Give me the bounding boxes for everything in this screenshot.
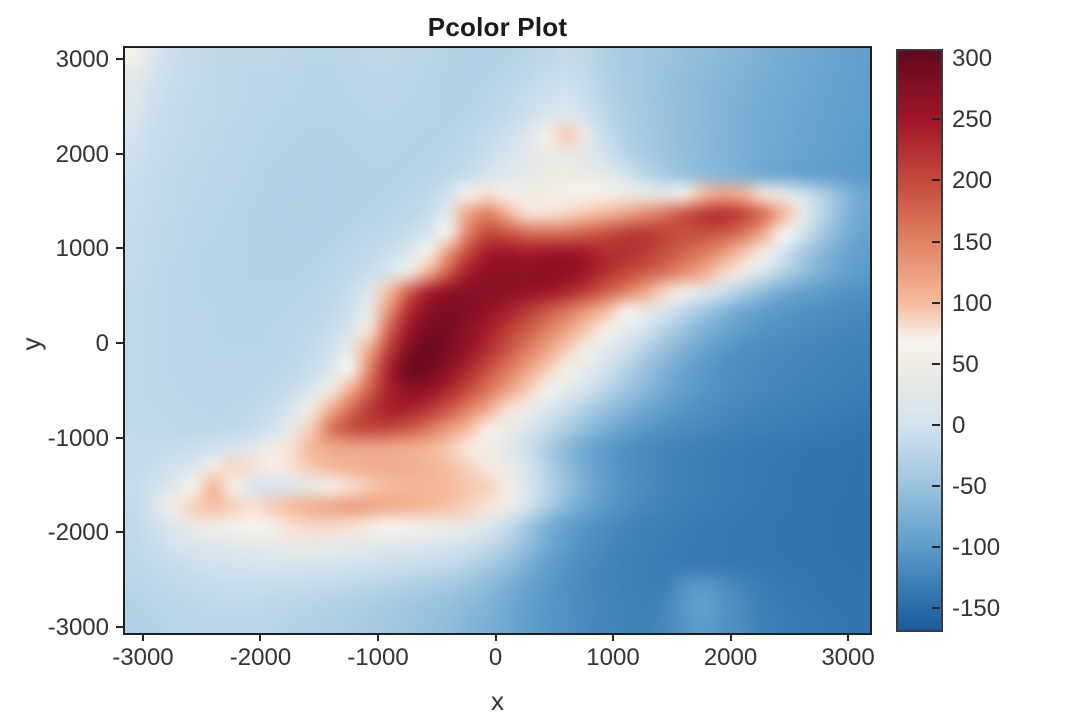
colorbar-canvas [898, 51, 941, 630]
x-tick-label: -1000 [347, 644, 409, 671]
y-tick-mark [116, 626, 124, 629]
y-tick-label: 1000 [55, 235, 109, 263]
y-tick-mark [116, 342, 124, 344]
y-tick-label: 3000 [55, 45, 109, 73]
x-tick-label: 2000 [703, 644, 758, 671]
y-tick-mark [116, 436, 124, 439]
heatmap-canvas [125, 48, 870, 633]
x-tick-mark [847, 633, 850, 641]
y-axis-label: y [16, 337, 46, 351]
colorbar-tick-label: -100 [952, 533, 1001, 561]
colorbar-tick-mark [932, 362, 940, 365]
colorbar-tick-label: 150 [952, 228, 993, 256]
y-tick-label: 2000 [55, 140, 109, 168]
x-tick-mark [729, 633, 732, 641]
x-tick-mark [259, 633, 262, 641]
x-tick-label: -2000 [229, 644, 292, 671]
x-tick-mark [612, 633, 614, 641]
x-tick-label: -3000 [112, 644, 174, 671]
colorbar-tick-mark [932, 545, 940, 548]
y-tick-mark [116, 247, 124, 250]
y-tick-label: -1000 [47, 424, 109, 452]
plot-title: Pcolor Plot [427, 12, 568, 42]
y-tick-mark [116, 57, 124, 60]
colorbar-tick-label: 200 [952, 167, 993, 195]
colorbar-tick-mark [932, 179, 940, 182]
colorbar-tick-mark [932, 423, 940, 426]
colorbar-tick-label: -50 [952, 472, 987, 500]
y-tick-mark [116, 152, 124, 155]
x-tick-mark [376, 633, 379, 641]
colorbar-tick-label: 300 [952, 45, 993, 73]
colorbar-tick-label: 100 [952, 289, 993, 317]
x-tick-label: 0 [488, 644, 503, 671]
x-tick-mark [141, 633, 144, 641]
y-tick-label: -3000 [47, 614, 109, 642]
colorbar-tick-mark [932, 240, 940, 243]
x-tick-mark [494, 633, 497, 641]
x-tick-label: 3000 [821, 644, 875, 671]
colorbar-tick-mark [932, 301, 940, 304]
x-axis-label: x [491, 686, 504, 716]
colorbar-tick-label: 50 [952, 350, 979, 378]
colorbar-tick-label: 0 [952, 411, 966, 439]
colorbar-tick-mark [932, 118, 940, 121]
y-tick-label: -2000 [47, 519, 109, 547]
colorbar-tick-mark [932, 484, 940, 487]
colorbar-tick-mark [932, 57, 940, 60]
x-tick-label: 1000 [586, 644, 640, 671]
y-tick-mark [116, 531, 124, 534]
colorbar-tick-label: 250 [952, 106, 993, 134]
y-tick-label: 0 [95, 330, 109, 357]
colorbar-tick-label: -150 [952, 595, 1001, 622]
colorbar-tick-mark [932, 607, 940, 609]
